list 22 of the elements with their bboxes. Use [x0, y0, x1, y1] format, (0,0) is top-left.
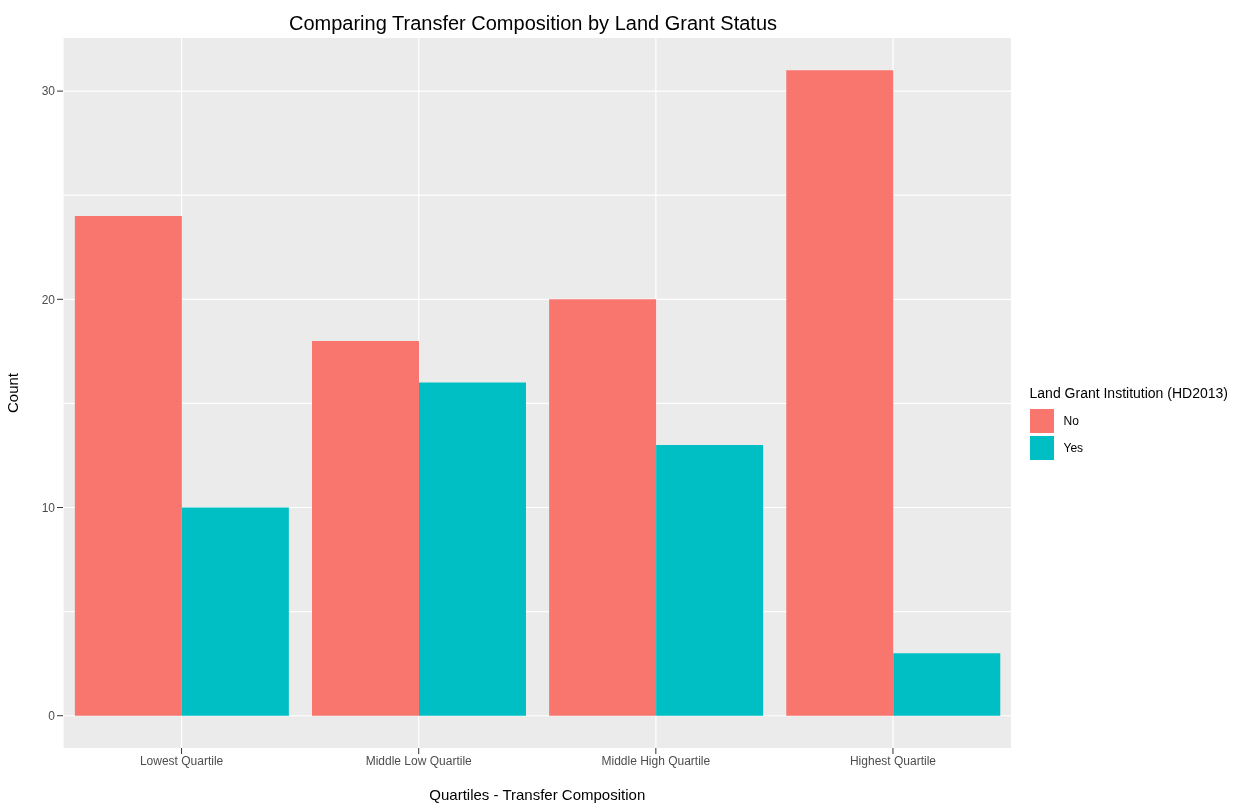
legend-label: Yes	[1063, 440, 1084, 455]
chart-title: Comparing Transfer Composition by Land Grant Status	[288, 11, 778, 36]
bar	[311, 340, 419, 716]
y-tick-label: 0	[48, 708, 56, 723]
legend-label: No	[1063, 413, 1079, 428]
bar	[74, 216, 182, 716]
y-tick-label: 30	[41, 84, 56, 99]
y-axis-title: Count	[4, 372, 22, 414]
bar	[656, 445, 764, 716]
x-tick-label: Middle High Quartile	[601, 753, 711, 768]
x-tick-label: Highest Quartile	[849, 753, 937, 768]
bar	[181, 507, 289, 716]
bar	[418, 382, 526, 716]
bar	[893, 653, 1001, 716]
y-tick-label: 20	[41, 292, 56, 307]
bar	[549, 299, 657, 716]
y-tick-label: 10	[41, 500, 56, 515]
x-tick-label: Middle Low Quartile	[365, 753, 473, 768]
bar	[786, 70, 894, 716]
legend-title: Land Grant Institution (HD2013)	[1029, 385, 1228, 401]
x-axis-title: Quartiles - Transfer Composition	[429, 786, 646, 803]
x-tick-label: Lowest Quartile	[139, 753, 224, 768]
